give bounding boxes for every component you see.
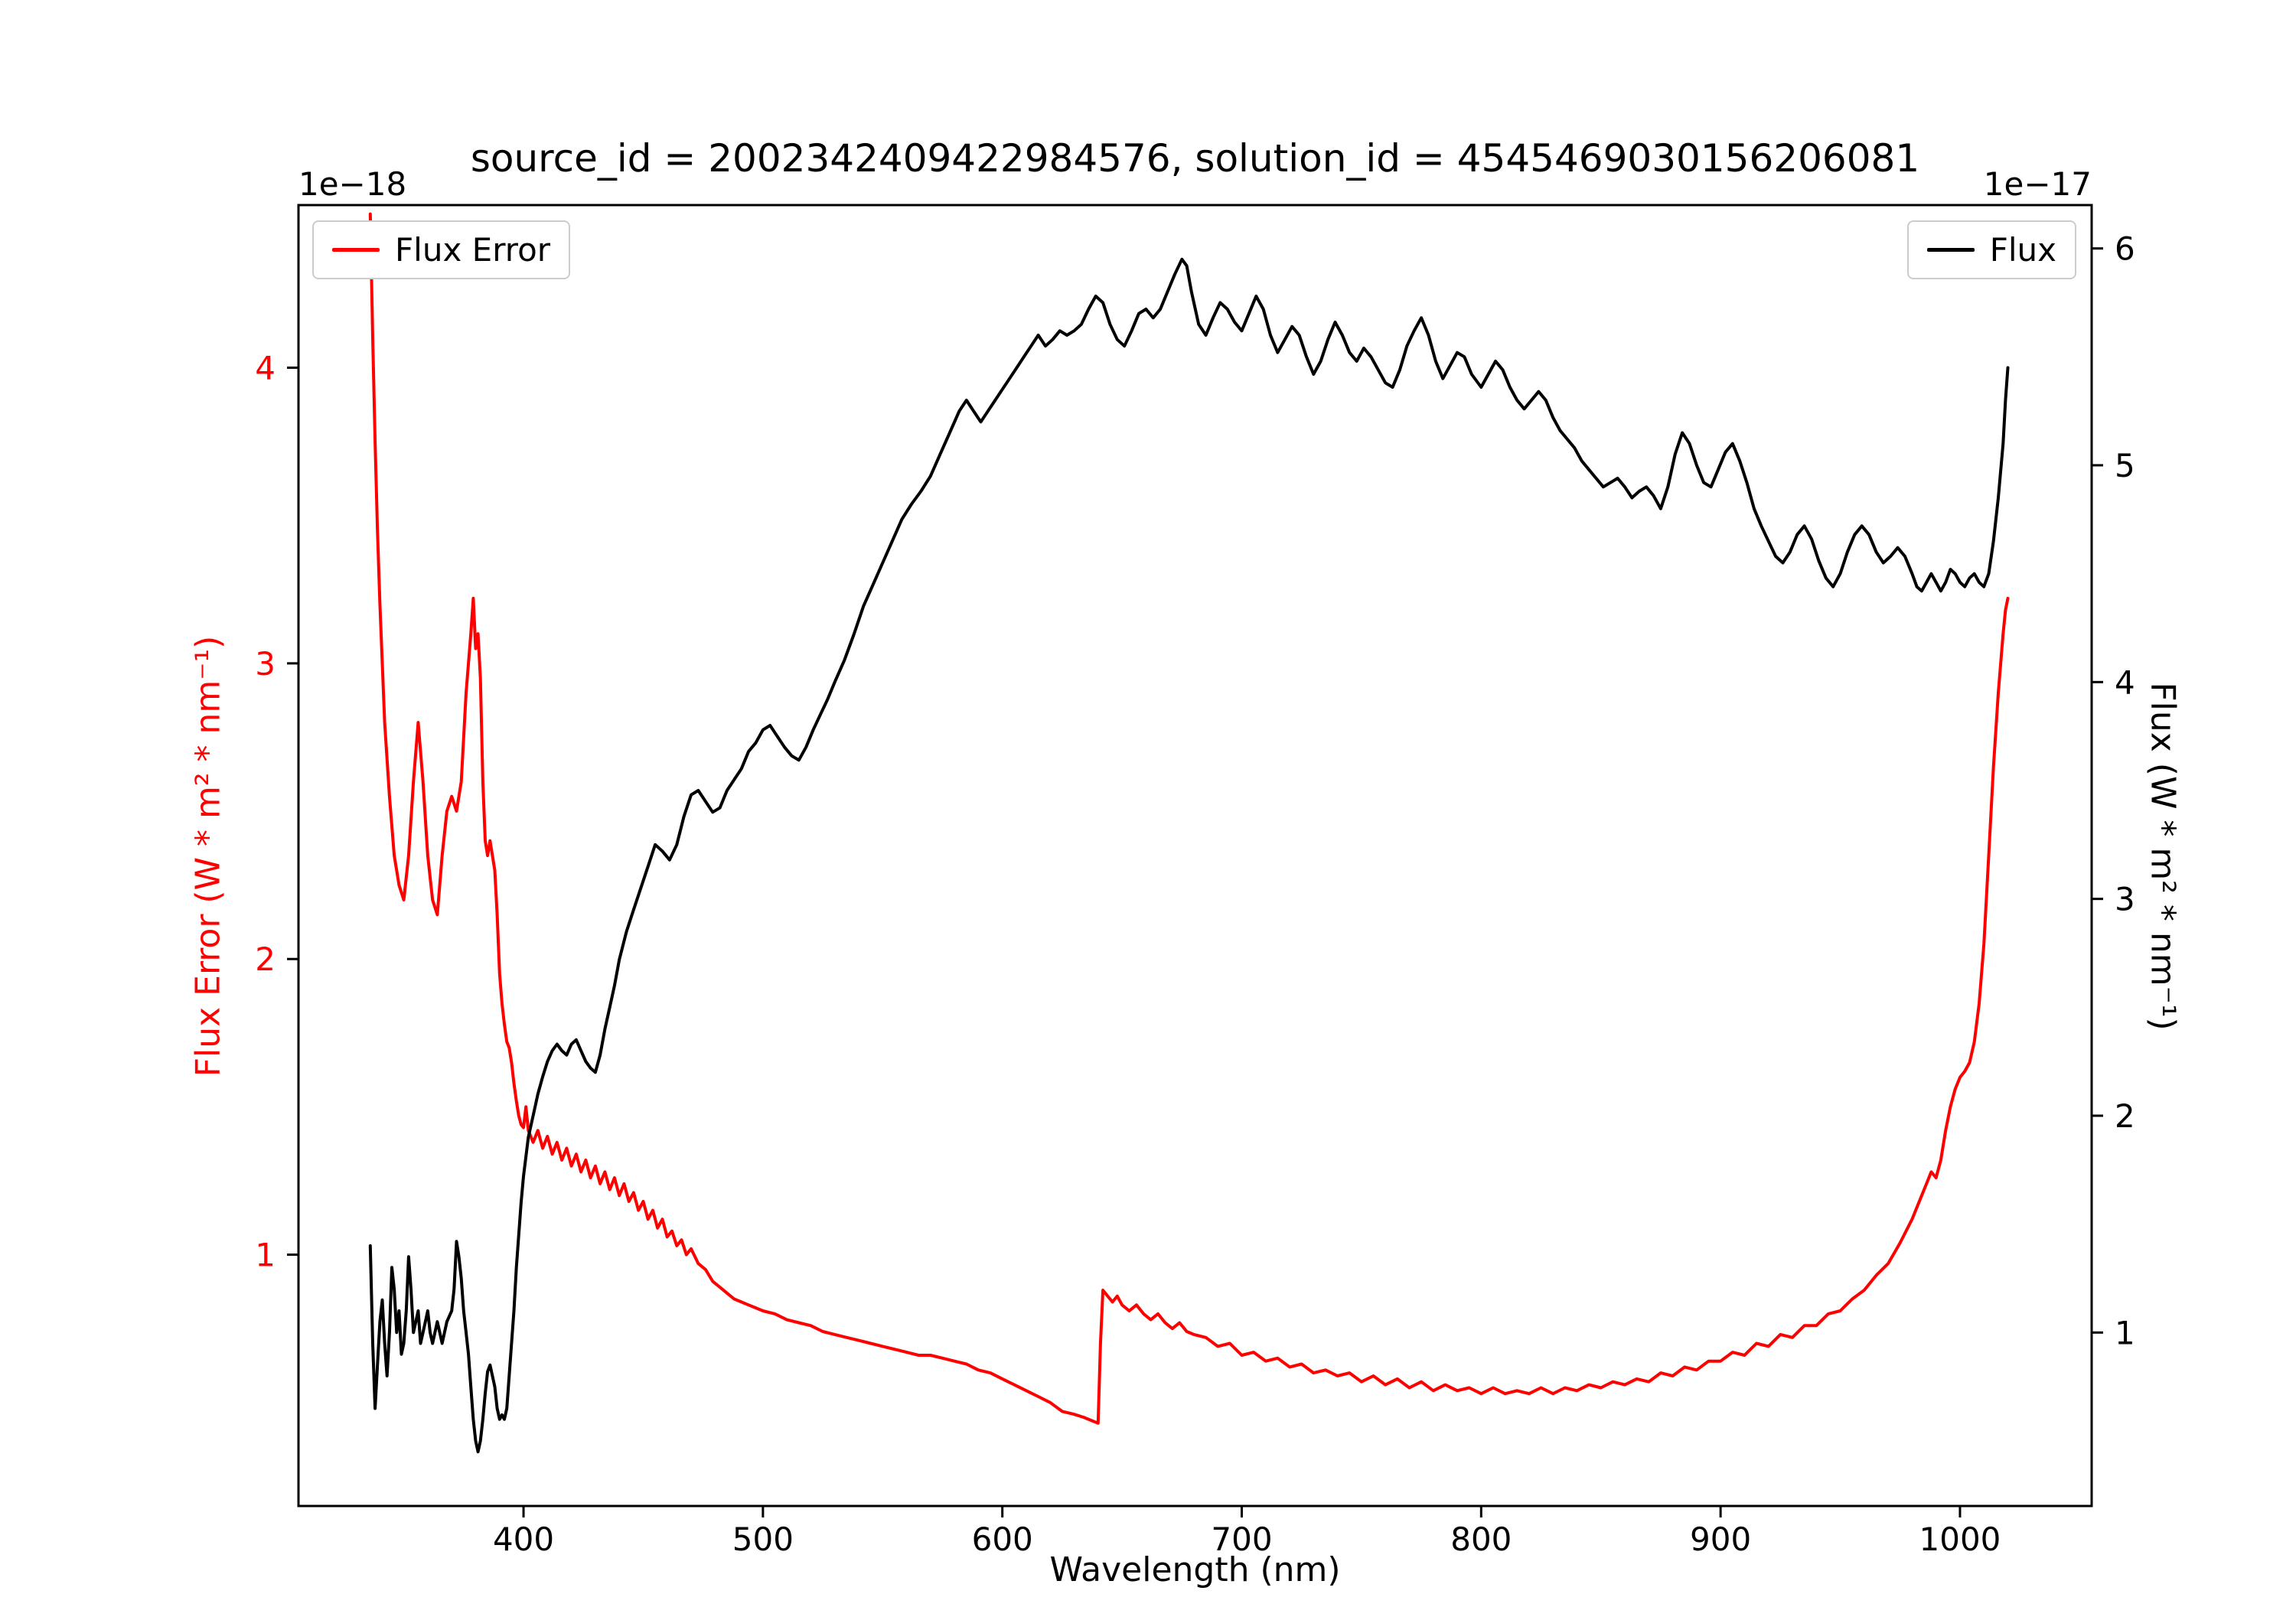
x-tick-label-500: 500 — [732, 1521, 794, 1558]
flux-error-line-sample — [332, 248, 380, 252]
right-axis-offset-label: 1e−17 — [1983, 165, 2092, 203]
right-tick-label-3: 3 — [2115, 881, 2135, 918]
flux-error-line — [368, 212, 2010, 1425]
plot-title: source_id = 2002342409422984576, solutio… — [470, 136, 1920, 181]
left-axis-offset-label: 1e−18 — [298, 165, 407, 203]
legend-flux-label: Flux — [1989, 231, 2056, 269]
x-tick-label-900: 900 — [1690, 1521, 1751, 1558]
legend-flux-error: Flux Error — [312, 220, 571, 279]
right-tick-label-4: 4 — [2115, 663, 2135, 701]
axes-spines — [297, 204, 2093, 1508]
left-tick-label-4: 4 — [255, 350, 276, 387]
legend-flux: Flux — [1906, 220, 2076, 279]
x-tick-label-600: 600 — [972, 1521, 1033, 1558]
right-tick-label-6: 6 — [2115, 230, 2135, 268]
right-axis-label: Flux (W * m² * nm⁻¹) — [2143, 682, 2183, 1031]
legend-flux-error-label: Flux Error — [395, 231, 551, 269]
flux-line-sample — [1926, 248, 1975, 252]
left-tick-label-1: 1 — [255, 1237, 276, 1274]
x-tick-label-1000: 1000 — [1919, 1521, 2001, 1558]
x-tick-label-400: 400 — [493, 1521, 554, 1558]
x-tick-label-700: 700 — [1211, 1521, 1272, 1558]
x-tick-label-800: 800 — [1450, 1521, 1512, 1558]
left-tick-label-2: 2 — [255, 940, 276, 978]
right-tick-label-1: 1 — [2115, 1314, 2135, 1351]
flux-line — [368, 257, 2010, 1454]
left-tick-label-3: 3 — [255, 645, 276, 683]
x-axis-label: Wavelength (nm) — [1049, 1550, 1341, 1589]
right-tick-label-2: 2 — [2115, 1097, 2135, 1135]
right-tick-label-5: 5 — [2115, 447, 2135, 484]
